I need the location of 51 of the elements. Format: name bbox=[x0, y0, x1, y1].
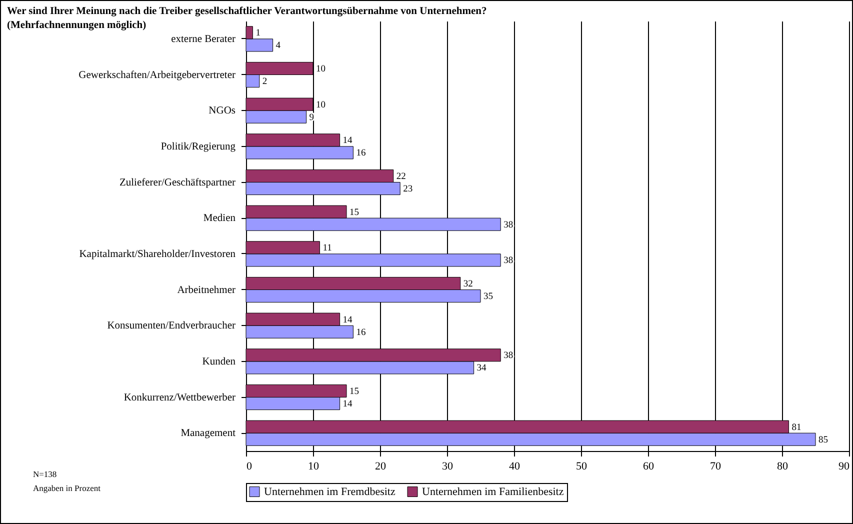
data-label: 15 bbox=[350, 208, 360, 218]
y-tick-label: Kapitalmarkt/Shareholder/Investoren bbox=[79, 248, 236, 260]
text: Angaben in Prozent bbox=[33, 482, 101, 495]
data-label: 38 bbox=[504, 220, 514, 230]
data-label: 1 bbox=[256, 28, 261, 39]
legend-label: Unternehmen im Fremdbesitz bbox=[264, 486, 396, 498]
y-tick-label: Gewerkschaften/Arbeitgebervertreter bbox=[78, 70, 236, 81]
y-tick-label: NGOs bbox=[208, 106, 236, 117]
text: N=138 bbox=[33, 468, 58, 481]
data-label: 10 bbox=[316, 100, 326, 110]
y-tick-label: Zulieferer/Geschäftspartner bbox=[119, 177, 236, 188]
data-label: 22 bbox=[396, 172, 406, 182]
y-tick-label: Konkurrenz/Wettbewerber bbox=[124, 392, 236, 404]
data-label: 14 bbox=[342, 315, 353, 326]
legend-label: Unternehmen im Familienbesitz bbox=[422, 486, 564, 498]
data-label: 38 bbox=[504, 351, 514, 362]
data-label: 4 bbox=[276, 41, 281, 52]
data-label: 23 bbox=[403, 184, 413, 195]
data-label: 38 bbox=[504, 256, 514, 266]
x-tick-label: 90 bbox=[838, 460, 850, 472]
data-label: 10 bbox=[316, 64, 326, 74]
data-label: 81 bbox=[792, 422, 802, 433]
x-tick-label: 60 bbox=[643, 460, 654, 472]
y-tick-label: Management bbox=[180, 428, 236, 440]
x-tick-label: 0 bbox=[246, 460, 252, 472]
x-tick-label: 10 bbox=[308, 460, 320, 472]
y-tick-label: Politik/Regierung bbox=[160, 141, 236, 152]
data-label: 15 bbox=[350, 386, 360, 397]
data-label: 85 bbox=[818, 435, 828, 446]
data-label: 14 bbox=[342, 136, 353, 146]
data-label: 11 bbox=[322, 244, 332, 254]
data-label: 32 bbox=[463, 279, 474, 290]
x-tick-label: 20 bbox=[375, 460, 386, 472]
y-tick-label: Medien bbox=[203, 213, 236, 224]
data-label: 16 bbox=[356, 328, 366, 338]
x-tick-label: 40 bbox=[509, 460, 520, 472]
y-tick-label: Kunden bbox=[202, 356, 236, 368]
data-label: 16 bbox=[356, 148, 366, 159]
y-tick-label: Arbeitnehmer bbox=[177, 284, 236, 296]
chart-title: Wer sind Ihrer Meinung nach die Treiber gesellschaftlicher Verantwortungsübernahme von Unternehmen? bbox=[7, 5, 487, 19]
data-label: 2 bbox=[262, 77, 268, 88]
text: (Mehrfachnennungen möglich) bbox=[7, 20, 146, 31]
x-tick-label: 30 bbox=[442, 460, 454, 472]
data-label: 34 bbox=[476, 364, 487, 374]
x-tick-label: 70 bbox=[710, 460, 722, 472]
y-tick-label: externe Berater bbox=[171, 34, 236, 45]
data-label: 14 bbox=[342, 400, 353, 410]
x-tick-label: 50 bbox=[576, 460, 588, 472]
y-tick-label: Konsumenten/Endverbraucher bbox=[107, 320, 236, 332]
data-label: 35 bbox=[484, 292, 494, 302]
x-tick-label: 80 bbox=[777, 460, 788, 472]
